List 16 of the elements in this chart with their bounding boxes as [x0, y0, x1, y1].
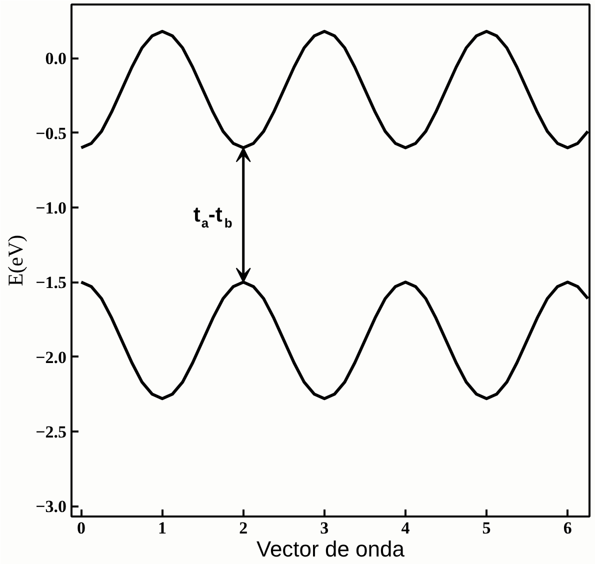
x-tick-label: 0 — [76, 518, 86, 538]
x-tick-label: 5 — [482, 518, 491, 538]
x-tick-label: 3 — [320, 518, 329, 538]
y-tick-label: 0.0 — [45, 49, 66, 68]
y-tick-label: −2.5 — [36, 422, 66, 442]
x-axis-title: Vector de onda — [256, 536, 406, 562]
y-tick-label: −0.5 — [36, 124, 66, 143]
y-tick-label: −1.0 — [36, 198, 66, 218]
x-tick-label: 1 — [158, 518, 167, 538]
y-axis-title: E(eV) — [4, 234, 28, 286]
y-tick-label: −1.5 — [36, 273, 66, 292]
x-tick-label: 6 — [563, 518, 572, 538]
y-tick-label: −2.0 — [36, 348, 66, 367]
x-tick-label: 4 — [401, 518, 410, 538]
x-tick-label: 2 — [239, 518, 248, 538]
y-tick-label: −3.0 — [36, 497, 66, 516]
